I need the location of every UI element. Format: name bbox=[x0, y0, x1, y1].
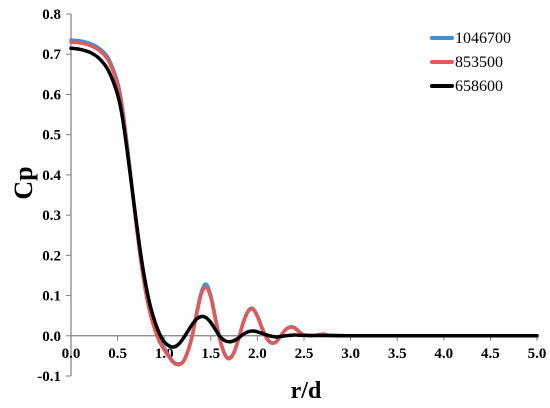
y-tick-label: 0.1 bbox=[42, 289, 61, 305]
x-tick-label: 0.5 bbox=[108, 346, 127, 362]
x-tick-label: 5.0 bbox=[528, 346, 547, 362]
y-tick-label: 0.3 bbox=[42, 208, 61, 224]
y-tick-label: 0.5 bbox=[42, 128, 61, 144]
y-axis-title: Cp bbox=[9, 166, 38, 199]
legend: 1046700 853500 658600 bbox=[430, 30, 511, 95]
y-axis: -0.1 0.0 0.1 0.2 0.3 0.4 0.5 0.6 0.7 0.8 bbox=[37, 7, 71, 385]
x-tick-label: 0.0 bbox=[62, 346, 81, 362]
x-tick-label: 3.0 bbox=[341, 346, 360, 362]
legend-label: 1046700 bbox=[455, 30, 511, 47]
y-tick-label: -0.1 bbox=[37, 369, 61, 385]
x-tick-label: 4.0 bbox=[434, 346, 453, 362]
x-tick-label: 4.5 bbox=[481, 346, 500, 362]
series-layer bbox=[69, 38, 539, 367]
y-tick-label: 0.6 bbox=[42, 87, 61, 103]
x-axis-title: r/d bbox=[291, 378, 322, 404]
x-tick-label: 1.5 bbox=[201, 346, 220, 362]
legend-label: 658600 bbox=[455, 78, 503, 95]
y-tick-label: 0.0 bbox=[42, 329, 61, 345]
y-tick-label: 0.2 bbox=[42, 248, 61, 264]
y-tick-label: 0.8 bbox=[42, 7, 61, 23]
x-tick-label: 2.0 bbox=[248, 346, 267, 362]
legend-label: 853500 bbox=[455, 54, 503, 71]
x-tick-label: 3.5 bbox=[388, 346, 407, 362]
series-line-658600 bbox=[69, 46, 539, 349]
y-tick-label: 0.4 bbox=[42, 168, 61, 184]
x-tick-label: 2.5 bbox=[295, 346, 314, 362]
y-tick-label: 0.7 bbox=[42, 47, 61, 63]
x-axis: 0.0 0.5 1.0 1.5 2.0 2.5 3.0 3.5 4.0 4.5 5.0 bbox=[62, 335, 547, 362]
